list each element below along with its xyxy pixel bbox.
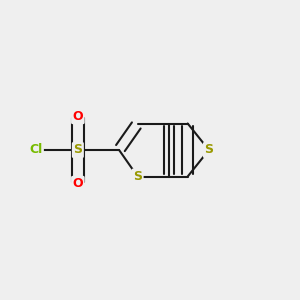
Text: Cl: Cl — [29, 143, 42, 157]
Text: O: O — [73, 177, 83, 190]
Text: S: S — [74, 143, 82, 157]
Text: S: S — [133, 170, 142, 183]
Text: O: O — [73, 110, 83, 123]
Text: S: S — [204, 143, 213, 157]
